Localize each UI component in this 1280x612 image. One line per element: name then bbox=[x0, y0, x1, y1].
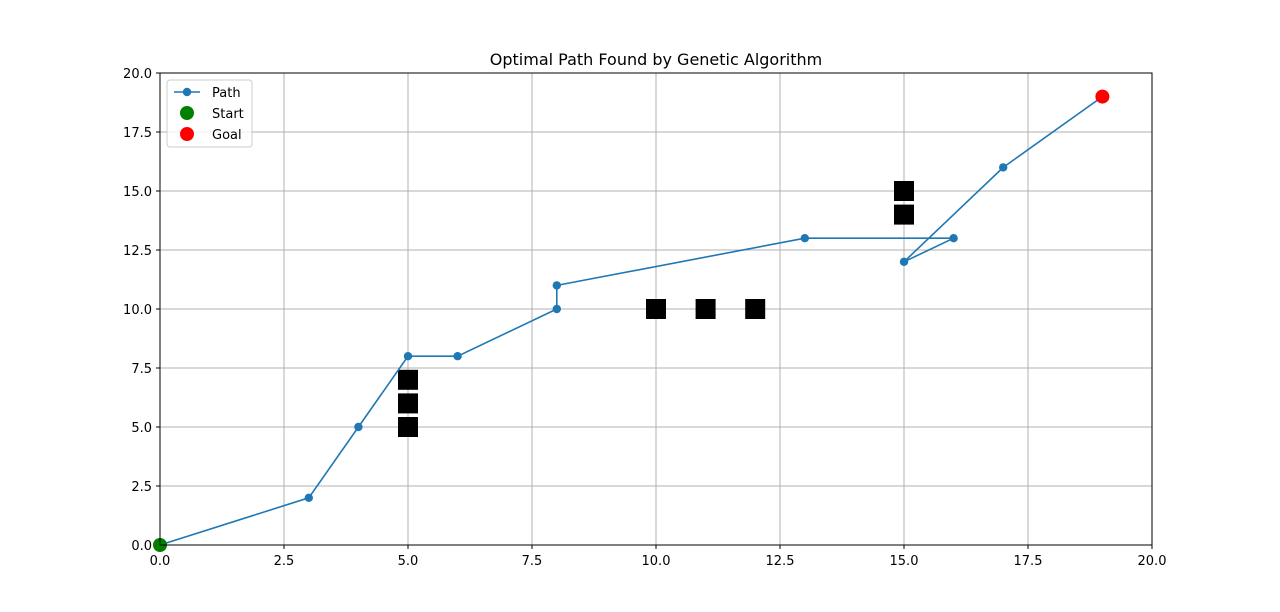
path-point bbox=[949, 234, 958, 243]
legend-label: Start bbox=[212, 107, 244, 122]
goal-point bbox=[1095, 89, 1110, 104]
obstacle-marker bbox=[398, 393, 418, 414]
obstacle-marker bbox=[745, 299, 766, 319]
y-tick-label: 20.0 bbox=[123, 67, 152, 82]
path-point bbox=[453, 352, 462, 361]
legend: Path Start Goal bbox=[166, 79, 253, 148]
y-tick-label: 15.0 bbox=[123, 185, 152, 200]
y-tick-label: 7.5 bbox=[131, 362, 152, 377]
x-tick-label: 17.5 bbox=[1014, 554, 1043, 569]
path-point bbox=[899, 257, 909, 266]
x-tick-label: 10.0 bbox=[642, 554, 671, 569]
legend-path-marker bbox=[182, 87, 192, 97]
y-tick-label: 12.5 bbox=[123, 244, 152, 259]
path-line bbox=[159, 95, 1103, 546]
legend-label: Path bbox=[212, 86, 241, 101]
x-tick-label: 7.5 bbox=[522, 554, 543, 569]
y-tick-label: 0.0 bbox=[131, 539, 152, 554]
y-tick-label: 5.0 bbox=[131, 421, 152, 436]
path-point bbox=[999, 163, 1008, 172]
obstacle-marker bbox=[695, 299, 716, 319]
chart-title: Optimal Path Found by Genetic Algorithm bbox=[490, 50, 822, 69]
x-tick-label: 0.0 bbox=[150, 554, 171, 569]
legend-label: Goal bbox=[212, 128, 242, 143]
y-tick-label: 10.0 bbox=[123, 303, 152, 318]
obstacle-marker bbox=[894, 181, 914, 201]
x-tick-label: 12.5 bbox=[766, 554, 795, 569]
y-tick-label: 17.5 bbox=[123, 126, 152, 141]
path-point bbox=[800, 234, 809, 243]
legend-goal-marker bbox=[180, 127, 194, 141]
axes-frame bbox=[159, 72, 1153, 546]
y-tick-label: 2.5 bbox=[131, 480, 152, 495]
plot-area bbox=[153, 89, 1110, 552]
axis-ticks: 0.0 2.5 5.0 7.5 10.0 12.5 15.0 17.5 20.0 0.0 2.5 5.… bbox=[123, 67, 1166, 569]
legend-start-marker bbox=[180, 106, 194, 120]
x-tick-label: 5.0 bbox=[398, 554, 419, 569]
obstacle-marker bbox=[398, 369, 418, 390]
obstacle-marker bbox=[646, 299, 666, 319]
path-point bbox=[403, 352, 413, 361]
x-tick-label: 2.5 bbox=[274, 554, 295, 569]
obstacle-marker bbox=[398, 417, 418, 437]
path-point bbox=[552, 281, 561, 290]
obstacle-marker bbox=[894, 204, 914, 225]
path-point bbox=[304, 493, 313, 502]
x-tick-label: 15.0 bbox=[890, 554, 919, 569]
x-tick-label: 20.0 bbox=[1138, 554, 1167, 569]
path-point bbox=[552, 304, 561, 314]
path-point bbox=[354, 422, 363, 432]
